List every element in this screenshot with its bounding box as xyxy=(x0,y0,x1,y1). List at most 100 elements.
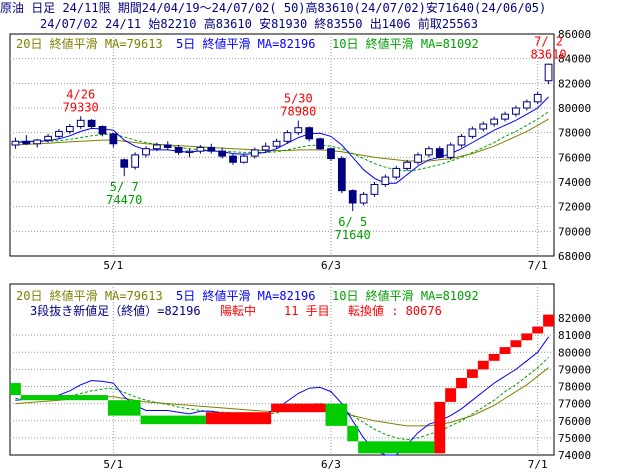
brick xyxy=(532,326,544,334)
top-y-tick-label: 78000 xyxy=(558,127,591,140)
candle-body xyxy=(76,119,85,128)
candle-body xyxy=(44,135,52,141)
top-y-tick-labels: 68000 70000 72000 74000 76000 78000 80000 82000… xyxy=(558,28,591,263)
top-y-tick-label: 86000 xyxy=(558,28,591,41)
legend-ma5: 5日 終値平滑 MA=82196 xyxy=(176,36,315,51)
candle-body xyxy=(316,138,324,150)
candle-body xyxy=(435,148,444,158)
candle-body xyxy=(490,118,499,125)
legend-ma20: 20日 終値平滑 MA=79613 xyxy=(16,36,163,51)
bottom-x-tick-label: 6/3 xyxy=(321,458,341,471)
top-y-tick-label: 72000 xyxy=(558,201,591,214)
candle-body xyxy=(468,128,477,137)
annotation-date: 7/ 2 xyxy=(534,34,563,48)
candle-body xyxy=(544,63,553,82)
candle-body xyxy=(55,130,63,137)
brick xyxy=(434,401,446,454)
annotation-value: 71640 xyxy=(335,228,371,242)
bottom-y-tick-label: 82000 xyxy=(558,312,591,325)
candle-body xyxy=(479,123,488,130)
legend2-ma5: 5日 終値平滑 MA=82196 xyxy=(176,288,315,303)
annotation-value: 74470 xyxy=(106,193,142,207)
bottom-legend: 20日 終値平滑 MA=79613 5日 終値平滑 MA=82196 10日 終… xyxy=(16,288,479,318)
brick xyxy=(445,388,457,402)
candle-body xyxy=(207,146,216,152)
top-x-tick-label: 7/1 xyxy=(528,259,548,272)
annotation-date: 5/ 7 xyxy=(110,180,139,194)
annotation-value: 78980 xyxy=(280,105,316,119)
candle-body xyxy=(163,144,172,148)
annotation-date: 5/30 xyxy=(284,92,313,106)
candle-body xyxy=(250,149,259,157)
brick xyxy=(499,347,511,354)
legend2-ma10: 10日 終値平滑 MA=81092 xyxy=(332,288,479,303)
annotation-value: 83610 xyxy=(530,47,566,61)
candle-body xyxy=(337,158,346,192)
brick xyxy=(510,340,522,348)
candle-body xyxy=(65,126,74,132)
candle-body xyxy=(229,155,237,163)
turn-count: 11 手目 xyxy=(284,304,330,318)
legend-ma10: 10日 終値平滑 MA=81092 xyxy=(332,36,479,51)
bottom-y-tick-label: 80000 xyxy=(558,346,591,359)
brick xyxy=(488,353,500,361)
bottom-y-tick-labels: 74000 75000 76000 77000 78000 79000 80000 81000… xyxy=(558,312,591,462)
bottom-x-tick-label: 5/1 xyxy=(103,458,123,471)
break-info-text: 3段抜き新値足（終値）=82196 xyxy=(30,303,201,318)
candle-body xyxy=(98,126,107,135)
candle-body xyxy=(87,119,96,128)
candle-body xyxy=(240,155,248,163)
brick xyxy=(205,412,272,425)
brick xyxy=(20,395,108,401)
candle-body xyxy=(359,193,368,204)
turn-status: 陽転中 xyxy=(220,303,256,318)
bottom-x-tick-labels: 5/1 6/3 7/1 xyxy=(103,458,547,471)
brick xyxy=(543,314,554,327)
candle-body xyxy=(348,190,357,204)
candle-body xyxy=(370,183,379,195)
turn-value: 転換値 : 80676 xyxy=(348,303,442,318)
candle-body xyxy=(522,101,531,109)
candle-body xyxy=(305,127,314,140)
candlestick-panel: 68000 70000 72000 74000 76000 78000 80000 82000… xyxy=(9,28,591,272)
candle-body xyxy=(120,159,129,168)
top-y-tick-label: 84000 xyxy=(558,53,591,66)
candle-body xyxy=(272,140,281,147)
candle-body xyxy=(185,150,194,153)
bottom-y-tick-label: 76000 xyxy=(558,415,591,428)
candle-body xyxy=(218,150,227,157)
candle-body xyxy=(327,148,335,160)
brick xyxy=(271,403,326,413)
candle-body xyxy=(261,145,270,151)
candle-body xyxy=(294,127,303,134)
brick xyxy=(140,415,206,425)
bottom-y-tick-label: 81000 xyxy=(558,329,591,342)
brick xyxy=(466,369,478,378)
candle-body xyxy=(501,113,509,120)
candle-body xyxy=(425,148,433,156)
top-x-tick-label: 6/3 xyxy=(321,259,341,272)
annotation-date: 6/ 5 xyxy=(338,215,367,229)
candle-body xyxy=(533,93,542,103)
bottom-x-tick-label: 7/1 xyxy=(528,458,548,471)
candle-body xyxy=(153,144,161,150)
annotation-date: 4/26 xyxy=(66,87,95,101)
bottom-y-tick-label: 79000 xyxy=(558,363,591,376)
top-y-tick-label: 70000 xyxy=(558,225,591,238)
title-line-2: 24/07/02 24/11 始82210 高83610 安81930 終835… xyxy=(0,16,624,32)
top-y-tick-label: 80000 xyxy=(558,102,591,115)
candle-body xyxy=(174,146,183,153)
top-y-tick-label: 82000 xyxy=(558,77,591,90)
legend2-ma20: 20日 終値平滑 MA=79613 xyxy=(16,288,163,303)
candle-body xyxy=(33,139,42,145)
bottom-y-tick-label: 75000 xyxy=(558,432,591,445)
candle-body xyxy=(283,132,292,142)
candle-body xyxy=(109,133,118,145)
candle-body xyxy=(403,161,411,169)
top-plot-frame xyxy=(9,33,555,257)
candle-body xyxy=(11,140,20,146)
brick xyxy=(477,360,489,370)
